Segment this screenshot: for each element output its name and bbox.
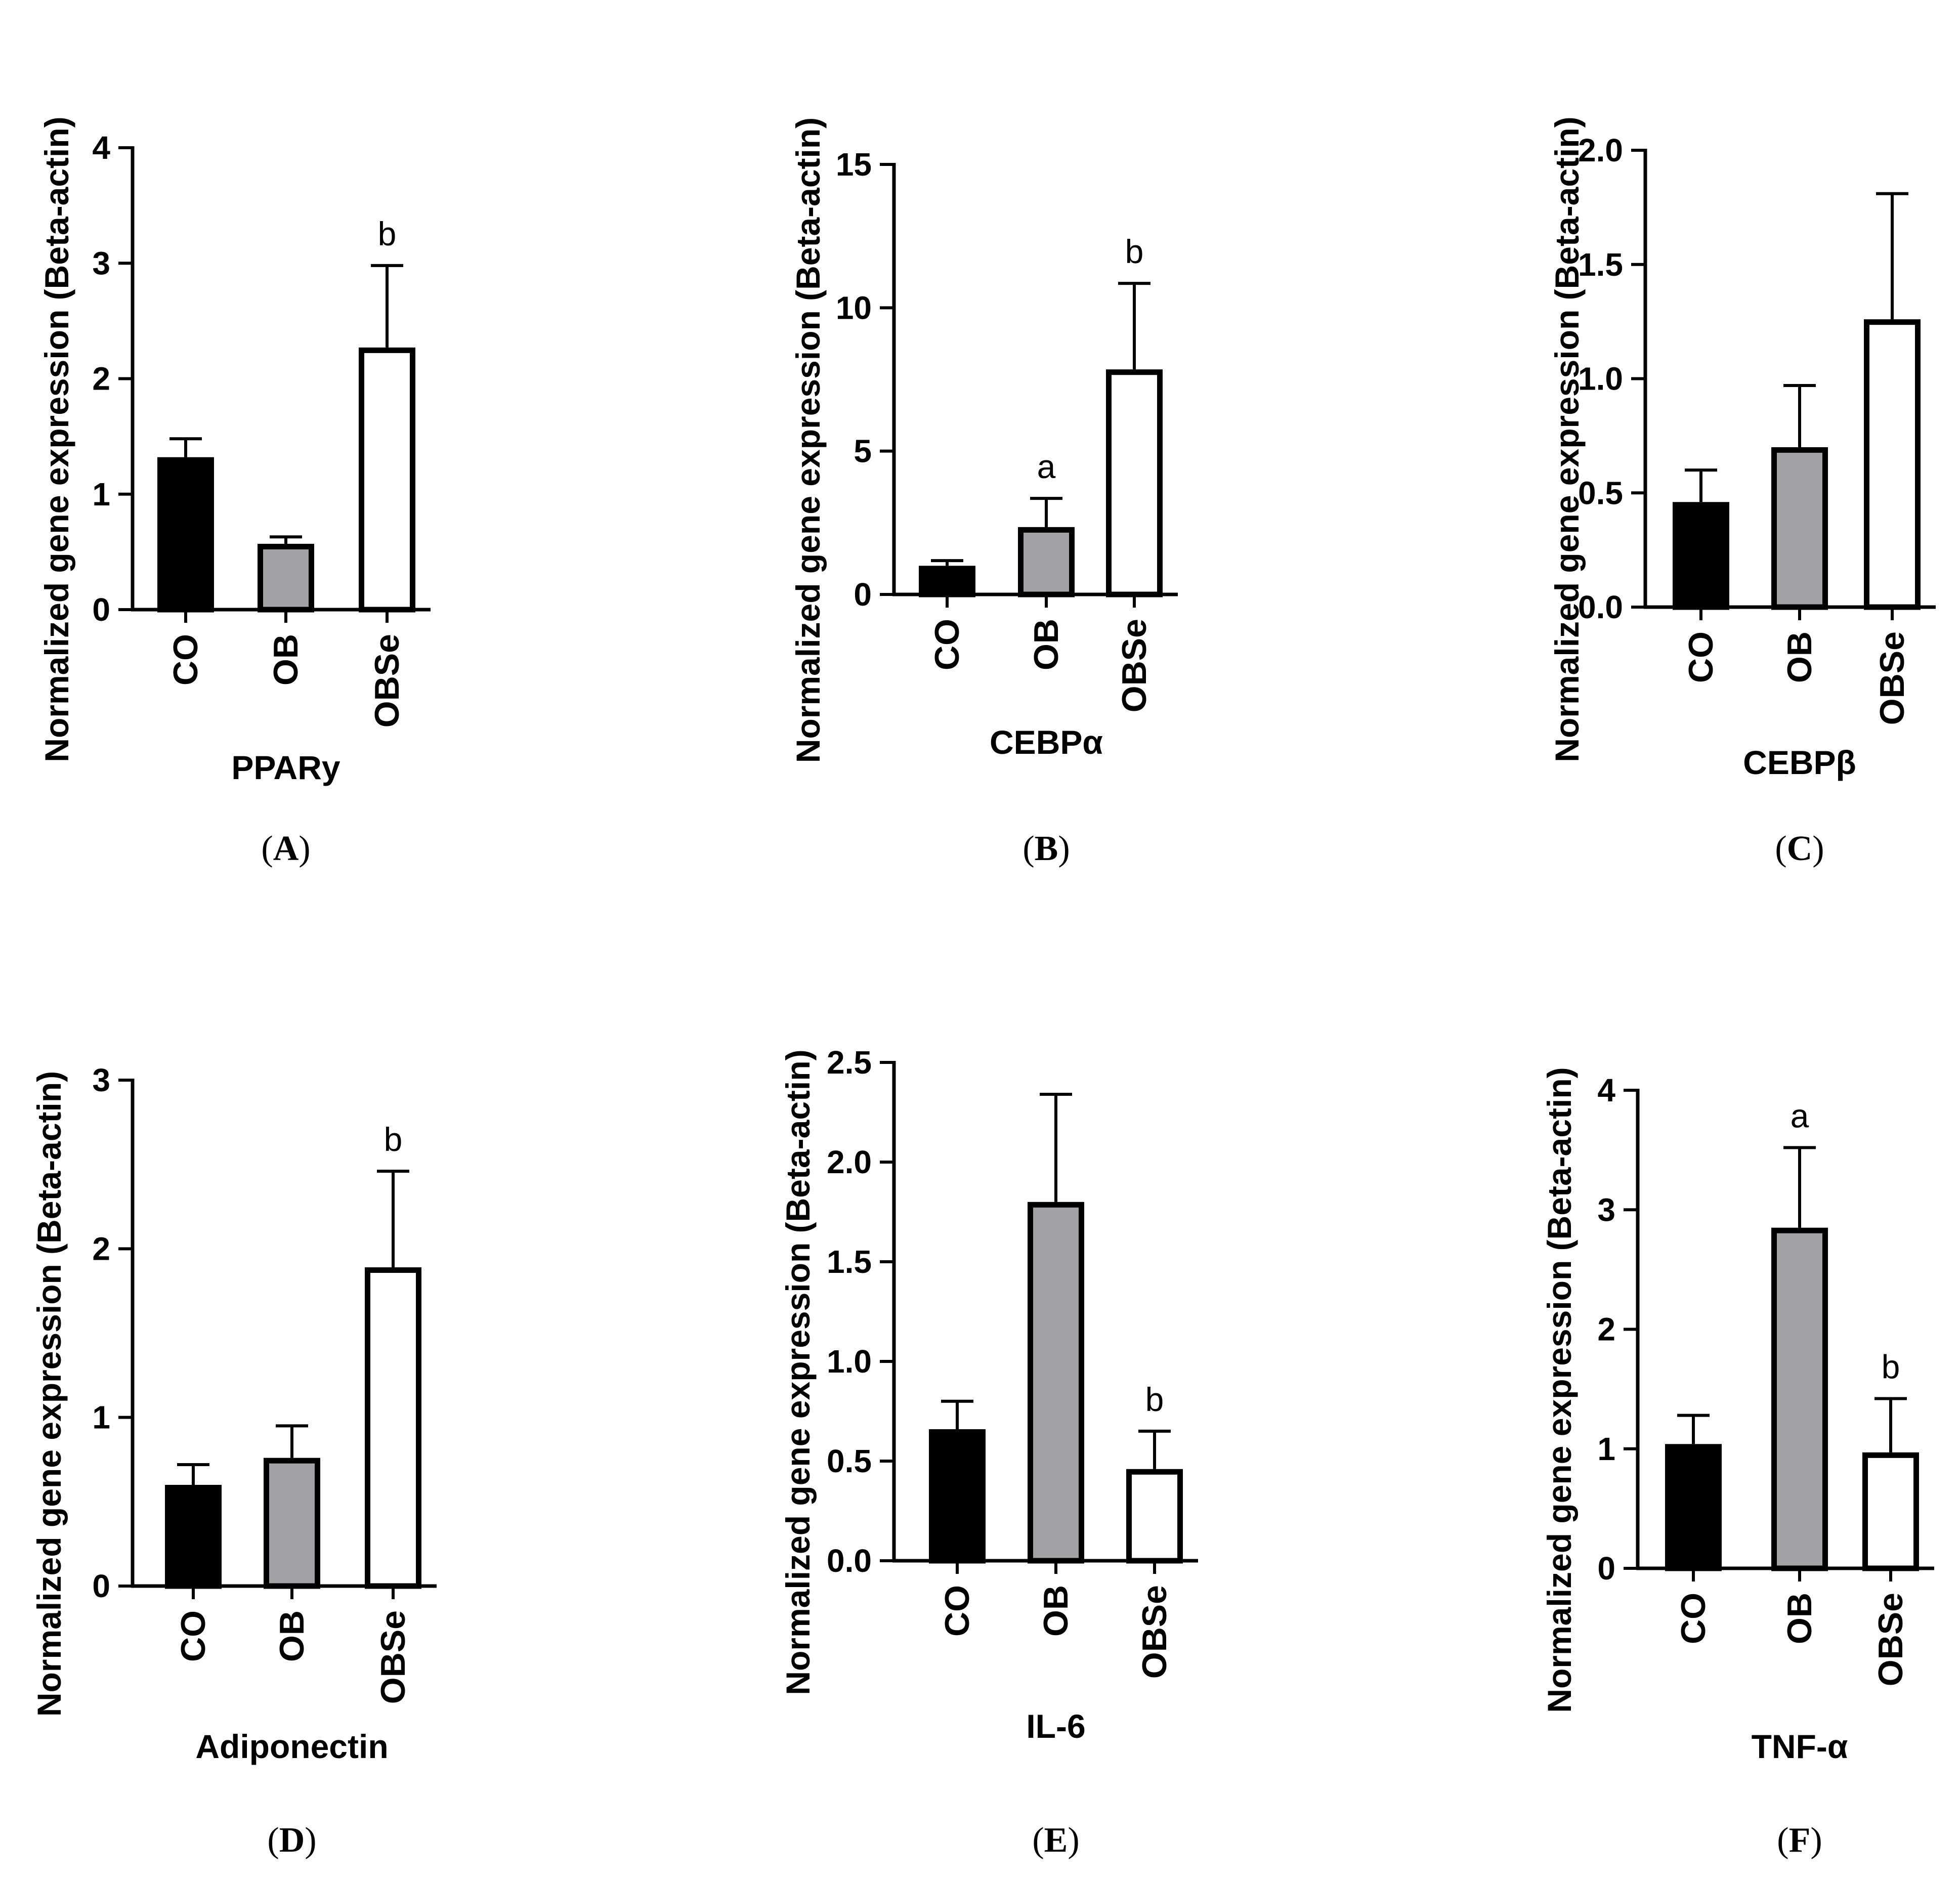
category-label-ob: OB [1037,1585,1075,1637]
y-tick-label: 2.5 [827,1044,872,1081]
y-axis-label: Normalized gene expression (Beta-actin) [1541,1067,1578,1713]
category-label-co: CO [174,1610,212,1662]
bar-co [929,1429,986,1564]
category-label-ob: OB [1780,631,1819,683]
y-axis-label: Normalized gene expression (Beta-actin) [779,1049,817,1695]
category-label-obse: OBSe [368,634,406,728]
bar-obse [365,1267,421,1589]
significance-letter-obse: b [384,1121,403,1158]
category-label-ob: OB [273,1610,311,1662]
category-label-obse: OBSe [1135,1585,1174,1679]
y-tick-label: 2 [1597,1311,1615,1348]
bar-ob [1771,447,1828,610]
category-label-ob: OB [1027,619,1066,670]
bar-ob [1018,527,1075,597]
y-tick-label: 0 [92,1568,110,1604]
bar-obse [359,347,415,613]
y-tick-label: 3 [1597,1191,1615,1228]
bar-obse [1106,369,1163,597]
y-tick-label: 3 [92,1062,110,1098]
y-tick-label: 2.0 [1578,132,1623,168]
category-label-co: CO [1682,631,1720,683]
panel-label: (A) [261,829,310,868]
y-tick-label: 0.5 [1578,475,1623,511]
category-label-obse: OBSe [1871,1593,1910,1686]
y-axis-label: Normalized gene expression (Beta-actin) [30,1071,68,1717]
gene-label: PPARy [231,749,340,786]
bar-obse [1862,1452,1919,1571]
significance-letter-obse: b [1882,1348,1900,1386]
y-tick-label: 1 [1597,1431,1615,1467]
y-tick-label: 0.0 [827,1543,872,1579]
y-tick-label: 3 [92,245,110,281]
bar-ob [258,543,314,613]
category-label-co: CO [1674,1593,1713,1644]
category-label-co: CO [928,619,966,670]
y-tick-label: 1.0 [1578,361,1623,397]
significance-letter-ob: a [1791,1097,1809,1134]
significance-letter-obse: b [1125,233,1144,270]
y-tick-label: 10 [836,289,872,326]
y-tick-label: 0 [854,576,872,613]
gene-label: IL-6 [1026,1707,1085,1745]
bar-ob [1028,1202,1084,1564]
bar-ob [1771,1227,1828,1571]
bar-co [1665,1444,1722,1571]
y-tick-label: 2 [92,1230,110,1267]
bar-co [1673,502,1729,610]
y-axis-label: Normalized gene expression (Beta-actin) [1548,116,1586,762]
panel-label: (D) [267,1821,316,1860]
y-tick-label: 0 [92,591,110,628]
significance-letter-obse: b [1145,1381,1164,1418]
bar-ob [264,1458,320,1589]
bar-co [157,457,214,613]
y-axis-label: Normalized gene expression (Beta-actin) [38,116,75,762]
gene-label: CEBPα [990,723,1103,761]
category-label-obse: OBSe [374,1610,412,1704]
bar-obse [1126,1469,1183,1564]
gene-label: Adiponectin [195,1728,388,1765]
y-tick-label: 1 [92,476,110,512]
category-label-ob: OB [267,634,305,686]
panel-label: (B) [1022,829,1070,868]
panel-d: CO OB b OBSe 0 1 2 3 Normalized gene expression … [30,1062,437,1860]
y-tick-label: 5 [854,433,872,469]
y-tick-label: 4 [1597,1072,1615,1108]
panel-e: CO OB b OBSe 0.0 0.5 1.0 1.5 2.0 2.5 Normalized ge… [779,1044,1198,1860]
category-label-obse: OBSe [1115,619,1154,712]
bar-co [165,1485,222,1589]
significance-letter-obse: b [378,215,397,252]
y-tick-label: 4 [92,130,110,166]
category-label-co: CO [166,634,205,686]
y-tick-label: 0 [1597,1550,1615,1587]
bar-co [919,566,975,597]
y-tick-label: 0.5 [827,1443,872,1479]
y-tick-label: 1.5 [827,1244,872,1280]
significance-letter-ob: a [1037,448,1056,485]
panel-label: (F) [1777,1821,1822,1860]
category-label-ob: OB [1780,1593,1819,1644]
panel-a: CO OB b OBSe 0 1 2 3 4 Normalized gene expression… [38,116,431,868]
y-tick-label: 2.0 [827,1144,872,1180]
gene-label: TNF-α [1752,1728,1848,1765]
panel-label: (C) [1775,829,1824,868]
y-tick-label: 1.5 [1578,246,1623,283]
bar-obse [1864,319,1921,610]
panel-f: CO a OB b OBSe 0 1 2 3 4 Normalized gene expressio… [1541,1067,1934,1860]
y-tick-label: 1.0 [827,1343,872,1380]
y-tick-label: 15 [836,146,872,183]
y-tick-label: 0.0 [1578,589,1623,625]
category-label-co: CO [938,1585,976,1637]
y-tick-label: 1 [92,1399,110,1436]
y-tick-label: 2 [92,361,110,397]
gene-label: CEBPβ [1743,744,1856,781]
category-label-obse: OBSe [1873,631,1911,725]
panel-label: (E) [1032,1821,1079,1860]
y-axis-label: Normalized gene expression (Beta-actin) [789,117,827,763]
